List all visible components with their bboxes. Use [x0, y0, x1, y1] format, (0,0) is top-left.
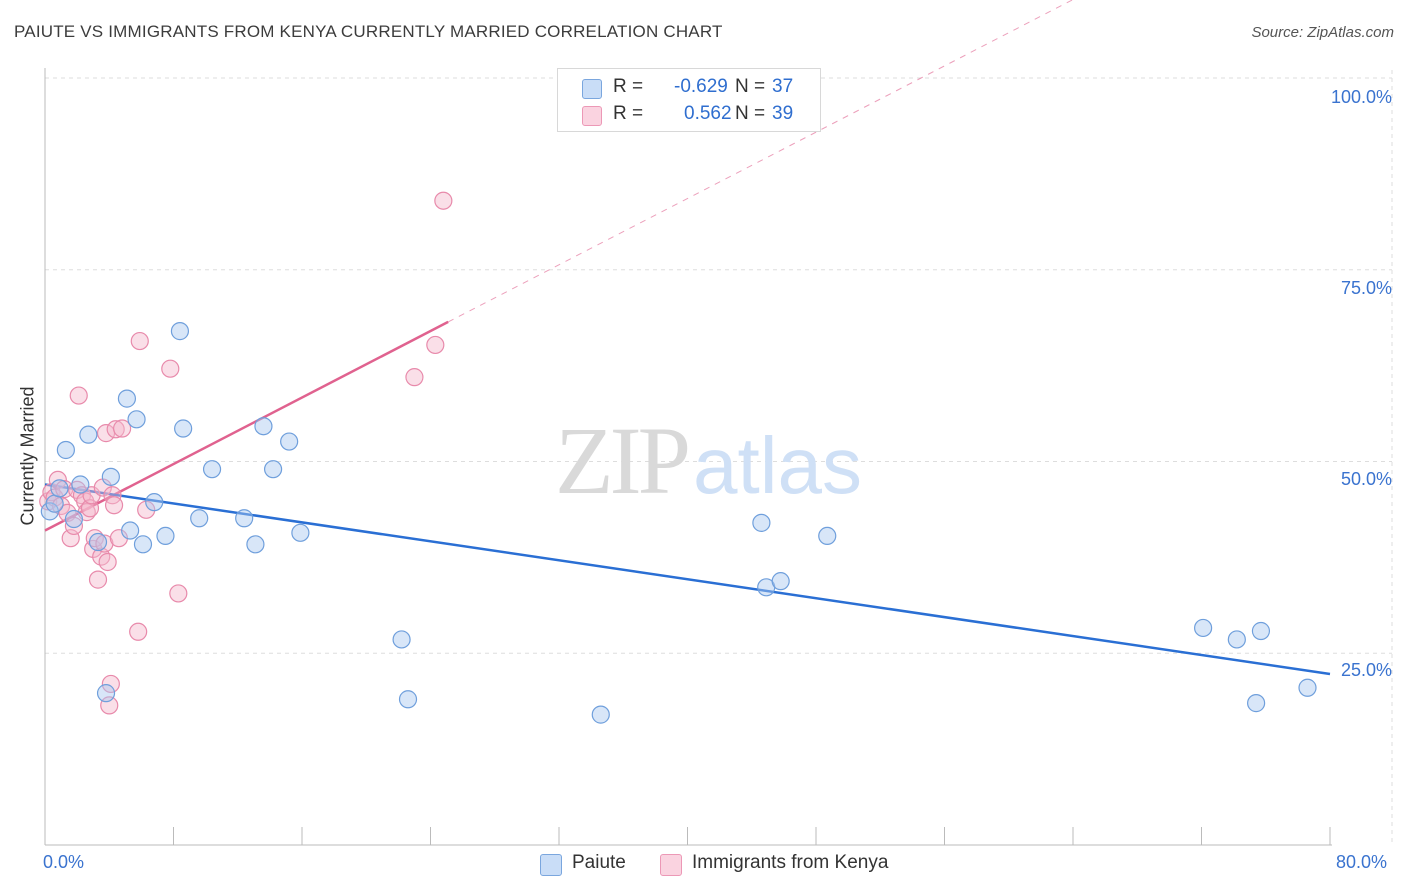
paiute-point	[56, 440, 75, 460]
paiute-point	[156, 526, 175, 545]
source-label: Source: ZipAtlas.com	[1251, 24, 1394, 41]
kenya-trend-extension	[447, 0, 1074, 323]
legend-n-value: 37	[772, 76, 794, 97]
kenya-point	[101, 674, 120, 694]
legend-n-value: 39	[772, 103, 794, 124]
legend-r-label: R =	[613, 76, 644, 97]
chart-title: PAIUTE VS IMMIGRANTS FROM KENYA CURRENTL…	[14, 22, 723, 41]
kenya-point	[426, 335, 445, 355]
paiute-point	[127, 410, 146, 429]
paiute-point	[254, 417, 273, 436]
y-tick-25: 25.0%	[1340, 660, 1392, 680]
paiute-point	[190, 509, 209, 528]
kenya-point	[98, 552, 117, 572]
kenya-point	[405, 368, 424, 387]
paiute-points	[40, 322, 1317, 724]
paiute-point	[1251, 621, 1271, 641]
y-tick-75: 75.0%	[1340, 278, 1392, 298]
paiute-point	[101, 467, 120, 486]
paiute-point	[133, 535, 153, 554]
kenya-point	[130, 331, 149, 351]
paiute-point	[174, 419, 193, 438]
legend-swatch-kenya	[582, 106, 602, 126]
x-axis	[44, 68, 1332, 846]
paiute-point	[752, 513, 771, 532]
paiute-point	[818, 526, 837, 545]
paiute-point	[1227, 630, 1246, 649]
paiute-point	[398, 690, 418, 709]
paiute-point	[202, 460, 222, 479]
kenya-point	[129, 622, 148, 641]
bottom-legend-label-paiute: Paiute	[572, 852, 626, 873]
bottom-legend-swatch-paiute	[540, 854, 562, 876]
paiute-point	[263, 460, 283, 479]
paiute-point	[88, 532, 108, 552]
legend-swatch-paiute	[582, 79, 602, 99]
x-tick-max: 80.0%	[1336, 852, 1388, 872]
paiute-point	[121, 521, 140, 540]
paiute-point	[117, 389, 137, 408]
legend-n-label: N =	[735, 103, 766, 124]
legend-r-value: -0.629	[674, 76, 728, 97]
paiute-point	[235, 509, 254, 528]
y-tick-50: 50.0%	[1340, 469, 1392, 489]
kenya-point	[161, 359, 180, 378]
watermark: ZIPatlas	[555, 405, 862, 516]
kenya-point	[434, 191, 453, 210]
paiute-point	[45, 494, 64, 513]
paiute-point	[280, 432, 299, 451]
paiute-point	[291, 523, 310, 542]
paiute-point	[1247, 694, 1266, 713]
paiute-point	[170, 322, 190, 341]
y-tick-100: 100.0%	[1330, 87, 1392, 107]
paiute-point	[771, 572, 790, 591]
kenya-point	[88, 570, 108, 589]
paiute-point	[145, 493, 164, 512]
legend-r-value: 0.562	[684, 103, 732, 124]
paiute-trend-line	[44, 483, 1331, 676]
paiute-point	[591, 705, 610, 724]
bottom-legend-label-kenya: Immigrants from Kenya	[692, 852, 889, 873]
paiute-point	[79, 425, 98, 444]
paiute-point	[50, 479, 69, 498]
kenya-trend-line	[44, 320, 449, 532]
kenya-point	[104, 496, 124, 515]
paiute-point	[1298, 678, 1317, 697]
kenya-point	[69, 386, 88, 405]
kenya-point	[80, 499, 100, 518]
kenya-point	[64, 516, 84, 536]
paiute-point	[64, 509, 84, 529]
trend-lines	[44, 0, 1331, 676]
correlation-legend: R = -0.629 N = 37 R = 0.562 N = 39	[557, 68, 821, 132]
watermark-zip: ZIP	[555, 407, 691, 514]
legend-n-label: N =	[735, 76, 766, 97]
bottom-legend-swatch-kenya	[660, 854, 682, 876]
paiute-point	[71, 475, 90, 494]
paiute-point	[1194, 618, 1213, 638]
kenya-point	[112, 419, 132, 438]
paiute-point	[96, 684, 116, 703]
kenya-point	[106, 420, 125, 439]
paiute-point	[246, 535, 265, 554]
legend-r-label: R =	[613, 103, 644, 124]
y-axis-label: Currently Married	[17, 386, 38, 526]
kenya-point	[169, 584, 188, 603]
paiute-point	[392, 630, 411, 649]
kenya-points	[39, 191, 453, 715]
x-tick-min: 0.0%	[43, 852, 85, 872]
watermark-atlas: atlas	[693, 421, 862, 510]
